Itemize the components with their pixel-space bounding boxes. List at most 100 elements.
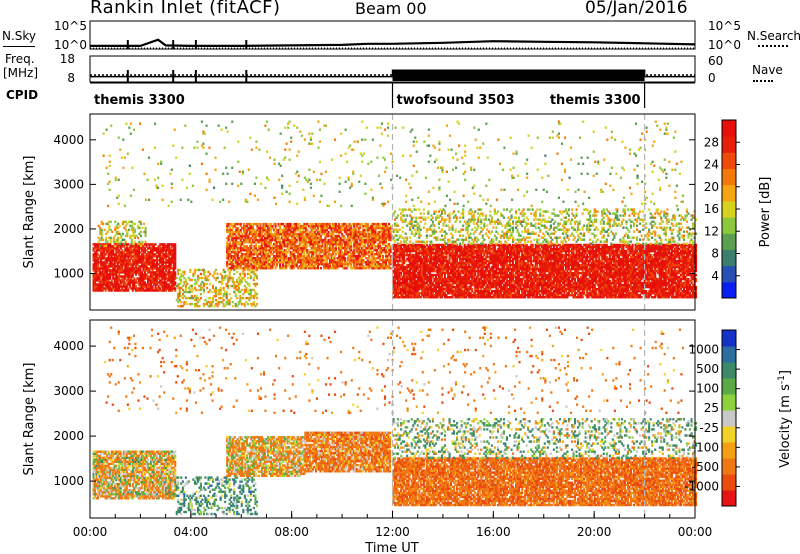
echo-cell: [239, 249, 242, 252]
echo-cell: [168, 271, 171, 274]
echo-cell: [285, 224, 288, 228]
echo-cell: [95, 271, 98, 274]
echo-cell: [206, 302, 209, 306]
echo-cell: [237, 284, 240, 288]
echo-cell: [282, 222, 285, 226]
echo-cell: [254, 261, 257, 264]
echo-cell: [251, 241, 254, 244]
echo-cell: [133, 234, 136, 238]
echo-cell: [294, 236, 297, 240]
echo-cell: [291, 241, 294, 244]
echo-cell: [112, 251, 115, 254]
echo-cell: [309, 236, 312, 240]
echo-cell: [276, 261, 279, 264]
echo-cell: [221, 280, 224, 284]
echo-cell: [253, 228, 256, 232]
echo-cell: [304, 236, 307, 240]
echo-cell: [295, 251, 298, 254]
echo-cell: [127, 247, 130, 250]
echo-cell: [150, 255, 153, 258]
echo-cell: [309, 241, 312, 244]
echo-cell: [307, 253, 310, 256]
echo-cell: [239, 228, 242, 232]
echo-cell: [283, 249, 286, 252]
echo-cell: [112, 283, 115, 286]
echo-cell: [253, 234, 256, 238]
echo-cell: [92, 281, 95, 284]
echo-cell: [109, 287, 112, 290]
echo-cell: [270, 247, 273, 250]
echo-cell: [242, 272, 245, 276]
echo-cell: [250, 261, 253, 264]
echo-cell: [165, 255, 168, 258]
echo-cell: [225, 282, 228, 286]
echo-cell: [136, 253, 139, 256]
echo-cell: [222, 268, 225, 272]
echo-cell: [134, 261, 137, 264]
echo-cell: [100, 251, 103, 254]
echo-cell: [242, 257, 245, 260]
echo-cell: [118, 261, 121, 264]
echo-cell: [112, 249, 115, 252]
echo-cell: [101, 265, 104, 268]
echo-cell: [248, 236, 251, 240]
echo-cell: [253, 257, 256, 260]
echo-cell: [297, 222, 300, 226]
echo-cell: [92, 269, 95, 272]
echo-cell: [263, 263, 266, 266]
echo-cell: [235, 251, 238, 254]
echo-cell: [249, 276, 252, 280]
echo-cell: [306, 230, 309, 234]
echo-cell: [156, 261, 159, 264]
echo-cell: [172, 285, 175, 288]
echo-cell: [171, 281, 174, 284]
echo-cell: [119, 283, 122, 286]
echo-cell: [157, 247, 160, 250]
echo-cell: [168, 251, 171, 254]
echo-cell: [298, 245, 301, 248]
echo-cell: [165, 249, 168, 252]
echo-cell: [118, 242, 121, 246]
echo-cell: [232, 243, 235, 246]
echo-cell: [238, 236, 241, 240]
echo-cell: [166, 243, 169, 246]
echo-cell: [210, 300, 213, 304]
echo-cell: [243, 268, 246, 272]
echo-cell: [268, 226, 271, 230]
echo-cell: [137, 277, 140, 280]
echo-cell: [232, 257, 235, 260]
echo-cell: [295, 228, 298, 232]
echo-cell: [148, 285, 151, 288]
echo-cell: [174, 251, 177, 254]
echo-cell: [163, 281, 166, 284]
echo-cell: [226, 265, 229, 268]
echo-cell: [127, 279, 130, 282]
echo-cell: [252, 276, 255, 280]
echo-cell: [168, 263, 171, 266]
echo-cell: [98, 257, 101, 260]
echo-cell: [292, 259, 295, 262]
echo-cell: [137, 289, 140, 292]
echo-cell: [232, 265, 235, 268]
echo-cell: [144, 234, 147, 238]
echo-cell: [181, 304, 184, 308]
echo-cell: [147, 289, 150, 292]
echo-cell: [121, 220, 124, 224]
echo-cell: [107, 269, 110, 272]
echo-cell: [148, 279, 151, 282]
echo-cell: [233, 224, 236, 228]
echo-cell: [163, 273, 166, 276]
echo-cell: [253, 261, 256, 264]
echo-cell: [257, 253, 260, 256]
echo-cell: [125, 275, 128, 278]
echo-cell: [151, 251, 154, 254]
echo-cell: [110, 255, 113, 258]
echo-cell: [133, 245, 136, 248]
echo-cell: [230, 268, 233, 272]
echo-cell: [202, 288, 205, 292]
echo-cell: [216, 292, 219, 296]
echo-cell: [94, 287, 97, 290]
echo-cell: [193, 294, 196, 298]
echo-cell: [113, 253, 116, 256]
echo-cell: [292, 234, 295, 238]
